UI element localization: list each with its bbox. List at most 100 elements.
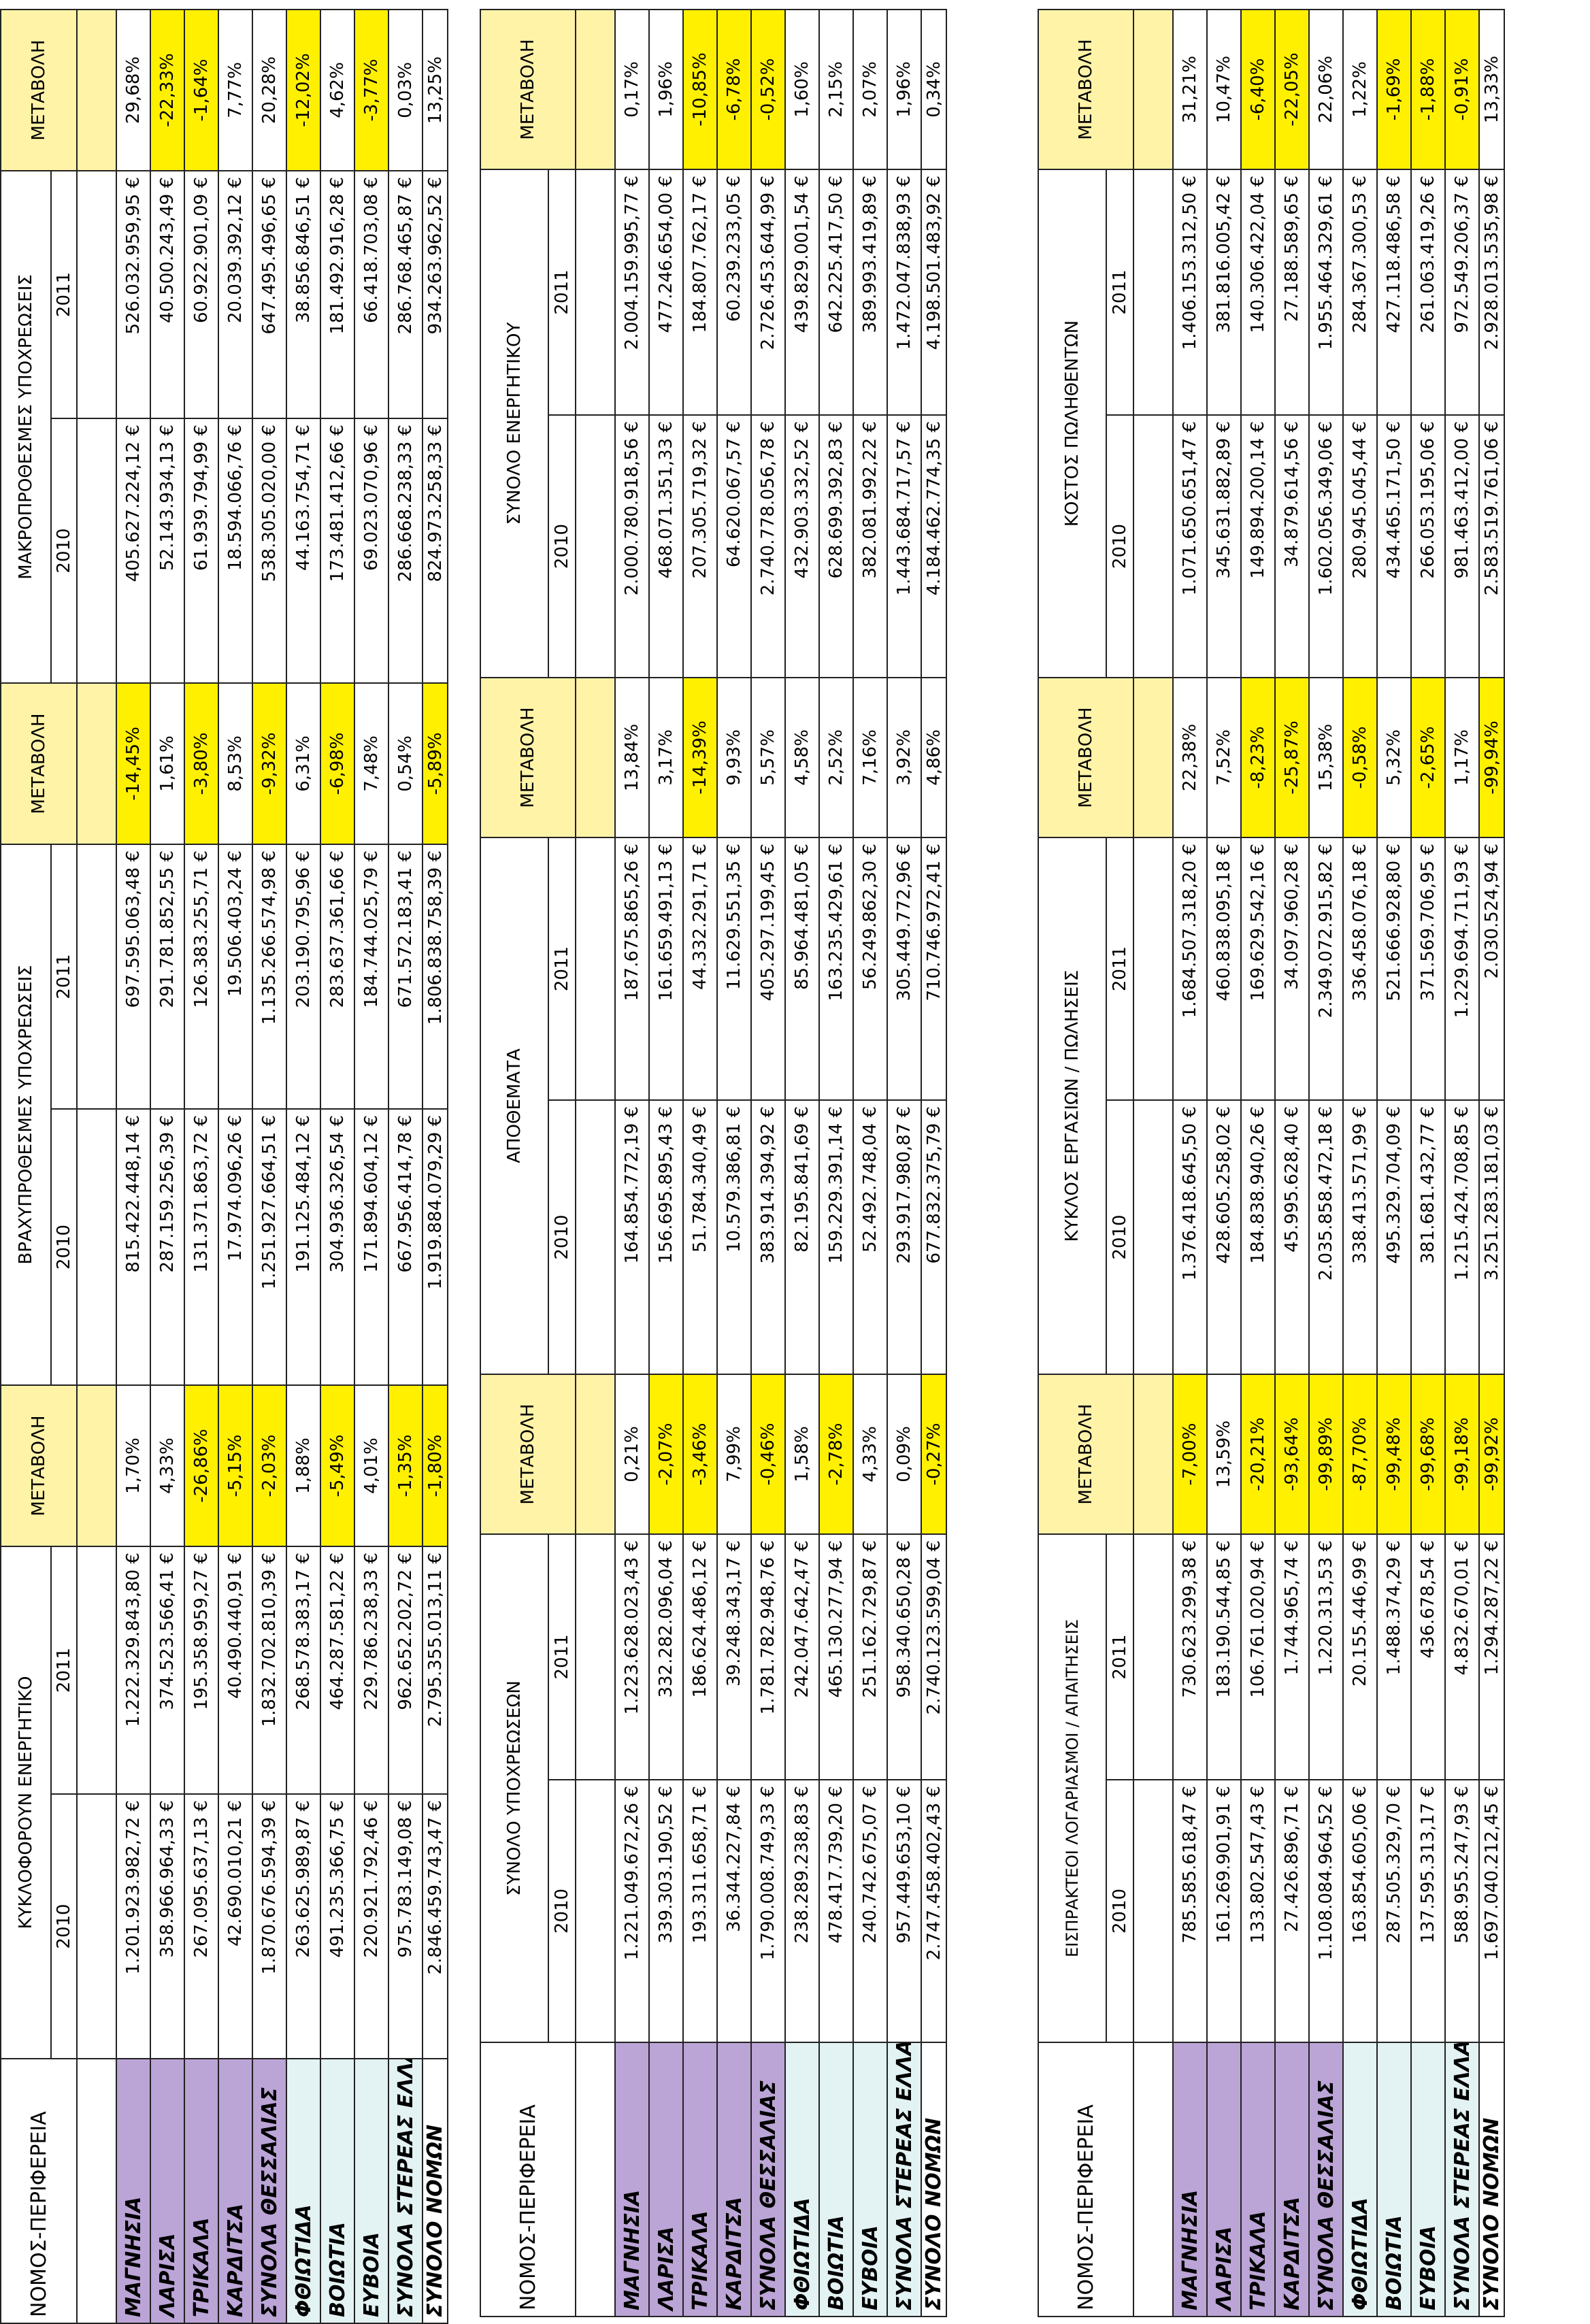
value-cell: 193.311.658,71 € xyxy=(683,1780,717,2042)
year-header: 2011 xyxy=(548,1533,576,1780)
year-header: 2010 xyxy=(548,1099,576,1374)
change-cell: -25,87% xyxy=(1275,678,1309,837)
table-row: ΣΥΝΟΛΟ ΝΟΜΩΝ 2.846.459.743,47 €2.795.355.… xyxy=(423,9,448,2323)
value-cell: 17.974.096,26 € xyxy=(218,1109,252,1385)
value-cell: 229.786.238,33 € xyxy=(354,1546,388,1794)
value-cell: 42.690.010,21 € xyxy=(218,1794,252,2059)
region-name: ΚΑΡΔΙΤΣΑ xyxy=(218,2059,252,2323)
year-header: 2011 xyxy=(548,169,576,415)
value-cell: 261.063.419,26 € xyxy=(1411,169,1445,415)
region-name: ΚΑΡΔΙΤΣΑ xyxy=(1275,2042,1309,2317)
change-cell: -93,64% xyxy=(1275,1374,1309,1534)
change-cell: -99,48% xyxy=(1377,1374,1411,1534)
value-cell: 478.417.739,20 € xyxy=(819,1780,853,2042)
value-cell: 495.329.704,09 € xyxy=(1377,1100,1411,1374)
region-name: ΤΡΙΚΑΛΑ xyxy=(184,2059,218,2323)
region-name: ΛΑΡΙΣΑ xyxy=(1207,2042,1241,2317)
spacer-cell xyxy=(576,677,615,837)
value-cell: 268.578.383,17 € xyxy=(286,1546,320,1794)
year-header: 2010 xyxy=(1106,1780,1133,2042)
change-cell: -99,94% xyxy=(1479,678,1504,837)
change-cell: 4,86% xyxy=(921,677,946,837)
value-cell: 164.854.772,19 € xyxy=(615,1099,649,1374)
year-header: 2011 xyxy=(51,170,77,418)
value-cell: 187.675.865,26 € xyxy=(615,837,649,1100)
value-cell: 169.629.542,16 € xyxy=(1241,837,1275,1100)
value-cell: 405.627.224,12 € xyxy=(116,418,150,683)
value-cell: 283.637.361,66 € xyxy=(320,844,354,1109)
region-name: ΒΟΙΩΤΙΑ xyxy=(819,2042,853,2317)
value-cell: 332.282.096,04 € xyxy=(649,1533,683,1780)
value-cell: 284.367.300,53 € xyxy=(1343,169,1377,415)
value-cell: 40.490.440,91 € xyxy=(218,1546,252,1794)
spacer-cell xyxy=(576,2042,615,2317)
change-cell: -1,88% xyxy=(1411,10,1445,169)
region-name: ΣΥΝΟΛΟ ΝΟΜΩΝ xyxy=(921,2042,946,2317)
region-name: ΦΘΙΩΤΙΔΑ xyxy=(286,2059,320,2323)
value-cell: 2.035.858.472,18 € xyxy=(1309,1100,1343,1374)
value-cell: 642.225.417,50 € xyxy=(819,169,853,415)
change-cell: -5,49% xyxy=(320,1385,354,1546)
spacer-cell xyxy=(1133,415,1173,678)
change-cell: 31,21% xyxy=(1173,10,1207,169)
value-cell: 173.481.412,66 € xyxy=(320,418,354,683)
value-cell: 52.492.748,04 € xyxy=(853,1099,887,1374)
value-cell: 2.583.519.761,06 € xyxy=(1479,415,1504,678)
region-name: ΕΥΒΟΙΑ xyxy=(853,2042,887,2317)
table-row: ΒΟΙΩΤΙΑ 287.505.329,70 €1.488.374,29 € -99… xyxy=(1377,10,1411,2317)
year-header: 2010 xyxy=(548,1780,576,2042)
change-cell: -6,98% xyxy=(320,682,354,844)
value-cell: 163.235.429,61 € xyxy=(819,837,853,1100)
year-header: 2011 xyxy=(1106,837,1133,1100)
table3-grid: ΝΟΜΟΣ-ΠΕΡΙΦΕΡΕΙΑ ΕΙΣΠΡΑΚΤΕΟΙ ΛΟΓΑΡΙΑΣΜΟΙ … xyxy=(1038,9,1505,2317)
value-cell: 491.235.366,75 € xyxy=(320,1794,354,2059)
value-cell: 667.956.414,78 € xyxy=(388,1109,423,1385)
group-header: ΚΟΣΤΟΣ ΠΩΛΗΘΕΝΤΩΝ xyxy=(1038,169,1106,678)
value-cell: 628.699.392,83 € xyxy=(819,414,853,678)
value-cell: 161.269.901,91 € xyxy=(1207,1780,1241,2042)
change-cell: 15,38% xyxy=(1309,678,1343,837)
value-cell: 710.746.972,41 € xyxy=(921,837,946,1100)
value-cell: 1.294.287,22 € xyxy=(1479,1534,1504,1780)
value-cell: 287.505.329,70 € xyxy=(1377,1780,1411,2042)
value-cell: 149.894.200,14 € xyxy=(1241,415,1275,678)
spacer-cell xyxy=(576,837,615,1100)
change-cell: -22,05% xyxy=(1275,10,1309,169)
table-row: ΜΑΓΝΗΣΙΑ 785.585.618,47 €730.623.299,38 €… xyxy=(1173,10,1207,2317)
value-cell: 106.761.020,94 € xyxy=(1241,1534,1275,1780)
value-cell: 824.973.258,33 € xyxy=(423,418,448,683)
spacer-cell xyxy=(1133,1100,1173,1374)
change-cell: 1,17% xyxy=(1445,678,1479,837)
value-cell: 1.223.628.023,43 € xyxy=(615,1533,649,1780)
value-cell: 427.118.486,58 € xyxy=(1377,169,1411,415)
table-row: ΚΑΡΔΙΤΣΑ 27.426.896,71 €1.744.965,74 € -93… xyxy=(1275,10,1309,2317)
change-cell: -6,78% xyxy=(717,9,751,169)
region-name: ΣΥΝΟΛΑ ΘΕΣΣΑΛΙΑΣ xyxy=(751,2042,785,2317)
region-name: ΜΑΓΝΗΣΙΑ xyxy=(615,2042,649,2317)
value-cell: 1.406.153.312,50 € xyxy=(1173,169,1207,415)
region-name: ΣΥΝΟΛΟ ΝΟΜΩΝ xyxy=(1479,2042,1504,2317)
value-cell: 51.784.340,49 € xyxy=(683,1099,717,1374)
change-cell: -1,35% xyxy=(388,1385,423,1546)
value-cell: 975.783.149,08 € xyxy=(388,1794,423,2059)
change-header: ΜΕΤΑΒΟΛΗ xyxy=(1038,10,1133,169)
table-row: ΣΥΝΟΛΑ ΘΕΣΣΑΛΙΑΣ 1.790.008.749,33 €1.781.… xyxy=(751,9,785,2317)
change-cell: -6,40% xyxy=(1241,10,1275,169)
value-cell: 27.188.589,65 € xyxy=(1275,169,1309,415)
table-row: ΣΥΝΟΛΑ ΘΕΣΣΑΛΙΑΣ 1.108.084.964,52 €1.220.… xyxy=(1309,10,1343,2317)
value-cell: 1.955.464.329,61 € xyxy=(1309,169,1343,415)
value-cell: 267.095.637,13 € xyxy=(184,1794,218,2059)
value-cell: 2.349.072.915,82 € xyxy=(1309,837,1343,1100)
change-cell: -0,46% xyxy=(751,1374,785,1534)
value-cell: 468.071.351,33 € xyxy=(649,414,683,678)
table-row: ΣΥΝΟΛΟ ΝΟΜΩΝ 2.747.458.402,43 €2.740.123.… xyxy=(921,9,946,2317)
value-cell: 4.184.462.774,35 € xyxy=(921,414,946,678)
group-header: ΚΥΚΛΟΣ ΕΡΓΑΣΙΩΝ / ΠΩΛΗΣΕΙΣ xyxy=(1038,837,1106,1374)
value-cell: 981.463.412,00 € xyxy=(1445,415,1479,678)
change-cell: -3,46% xyxy=(683,1374,717,1534)
value-cell: 69.023.070,96 € xyxy=(354,418,388,683)
year-header: 2011 xyxy=(51,1546,77,1794)
region-name: ΒΟΙΩΤΙΑ xyxy=(1377,2042,1411,2317)
change-cell: -99,89% xyxy=(1309,1374,1343,1534)
value-cell: 207.305.719,32 € xyxy=(683,414,717,678)
